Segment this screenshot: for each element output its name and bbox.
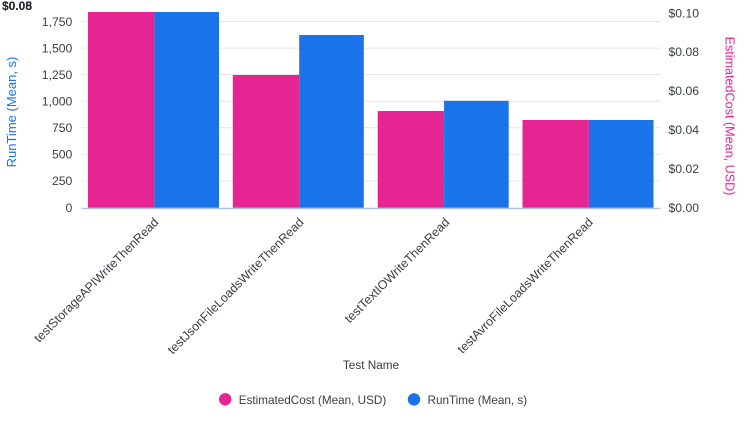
svg-text:$0.00: $0.00 [669, 201, 700, 215]
svg-text:1,250: 1,250 [42, 68, 73, 82]
svg-text:750: 750 [52, 121, 73, 135]
svg-text:$0.08: $0.08 [2, 0, 32, 13]
svg-text:1,500: 1,500 [42, 41, 73, 55]
svg-text:$0.06: $0.06 [669, 84, 700, 98]
svg-text:EstimatedCost (Mean, USD): EstimatedCost (Mean, USD) [239, 394, 387, 407]
svg-text:1,750: 1,750 [42, 15, 73, 29]
svg-text:Test Name: Test Name [343, 359, 400, 372]
svg-text:500: 500 [52, 148, 73, 162]
svg-text:1,000: 1,000 [42, 95, 73, 109]
svg-text:$0.10: $0.10 [669, 6, 700, 20]
svg-text:EstimatedCost (Mean, USD): EstimatedCost (Mean, USD) [723, 37, 737, 196]
svg-text:$0.04: $0.04 [669, 123, 700, 137]
svg-text:$0.05: $0.05 [2, 0, 32, 13]
svg-text:0: 0 [66, 201, 73, 215]
svg-text:250: 250 [52, 174, 73, 188]
svg-text:RunTime (Mean, s): RunTime (Mean, s) [4, 57, 19, 168]
svg-text:RunTime (Mean, s): RunTime (Mean, s) [428, 394, 528, 407]
svg-text:$0.02: $0.02 [669, 162, 700, 176]
svg-text:$0.08: $0.08 [669, 45, 700, 59]
